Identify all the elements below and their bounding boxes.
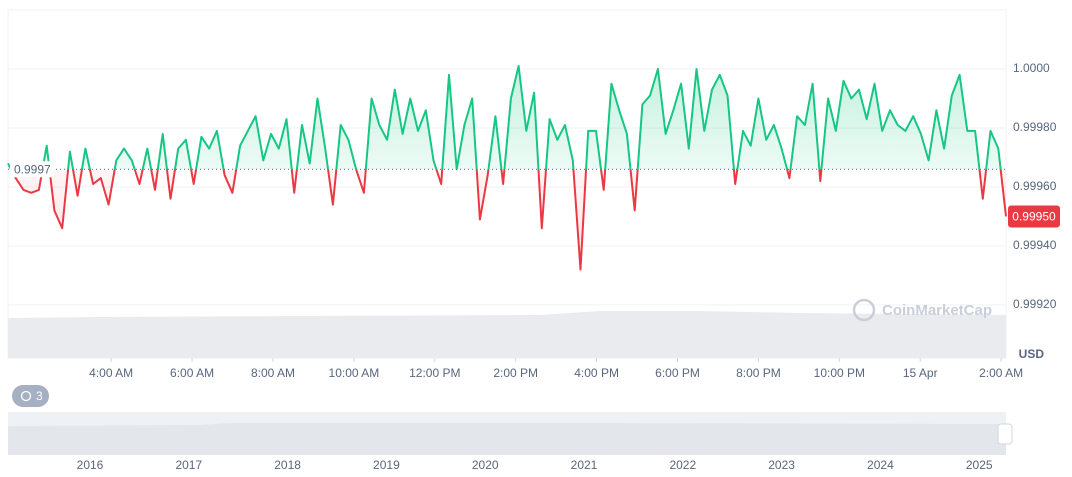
navigator-label: 2023 xyxy=(768,458,795,472)
last-price-label: 0.99950 xyxy=(1012,210,1056,224)
navigator-label: 2017 xyxy=(175,458,202,472)
baseline-fill xyxy=(8,66,1006,270)
currency-label: USD xyxy=(1019,347,1045,361)
x-tick-label: 10:00 AM xyxy=(329,366,380,380)
last-price-bg xyxy=(1008,205,1060,228)
navigator-label: 2016 xyxy=(77,458,104,472)
badge-icon xyxy=(20,390,32,402)
x-tick-label: 2:00 AM xyxy=(979,366,1023,380)
navigator-label: 2019 xyxy=(373,458,400,472)
history-badge[interactable]: 3 xyxy=(12,385,49,407)
baseline-label: 0.9997 xyxy=(14,162,51,176)
x-tick-label: 12:00 PM xyxy=(409,366,460,380)
watermark: CoinMarketCap xyxy=(852,298,992,322)
x-tick-label: 15 Apr xyxy=(903,366,938,380)
y-tick-label: 0.99980 xyxy=(1013,120,1057,134)
x-tick-label: 10:00 PM xyxy=(814,366,865,380)
x-tick-label: 8:00 AM xyxy=(251,366,295,380)
navigator-handle[interactable] xyxy=(997,423,1013,445)
navigator-area xyxy=(8,423,1006,455)
y-tick-label: 0.99960 xyxy=(1013,179,1057,193)
baseline-label-bg xyxy=(10,161,54,178)
x-tick-label: 2:00 PM xyxy=(493,366,538,380)
navigator-label: 2020 xyxy=(472,458,499,472)
x-tick-label: 8:00 PM xyxy=(736,366,781,380)
y-tick-label: 1.0000 xyxy=(1013,61,1050,75)
navigator-label: 2024 xyxy=(867,458,894,472)
x-tick-label: 6:00 PM xyxy=(655,366,700,380)
y-tick-label: 0.99940 xyxy=(1013,238,1057,252)
y-tick-label: 0.99920 xyxy=(1013,297,1057,311)
x-tick-label: 6:00 AM xyxy=(170,366,214,380)
price-line xyxy=(7,65,1007,271)
watermark-text: CoinMarketCap xyxy=(882,302,992,319)
x-tick-label: 4:00 PM xyxy=(574,366,619,380)
navigator-label: 2025 xyxy=(966,458,993,472)
badge-count: 3 xyxy=(36,389,43,403)
volume-area xyxy=(8,311,1006,358)
navigator-label: 2022 xyxy=(669,458,696,472)
x-tick-label: 4:00 AM xyxy=(89,366,133,380)
navigator-label: 2021 xyxy=(571,458,598,472)
navigator-label: 2018 xyxy=(274,458,301,472)
